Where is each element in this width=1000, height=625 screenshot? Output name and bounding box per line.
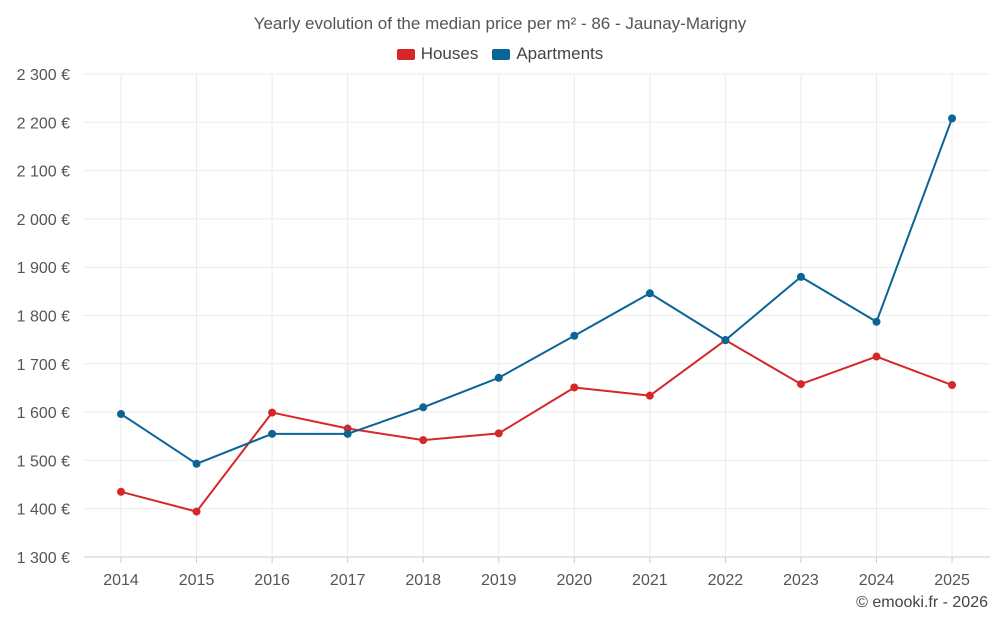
data-point-apartments: [721, 336, 730, 345]
data-point-apartments: [570, 331, 579, 340]
data-point-apartments: [268, 429, 277, 438]
x-tick-label: 2018: [405, 572, 441, 589]
x-tick-label: 2022: [708, 572, 744, 589]
x-tick-label: 2016: [254, 572, 290, 589]
legend-swatch-houses: [396, 48, 415, 60]
data-point-houses: [872, 352, 881, 361]
data-point-houses: [117, 487, 125, 496]
legend-item-houses[interactable]: Houses: [396, 44, 479, 64]
x-tick-label: 2023: [783, 572, 819, 589]
x-tick-label: 2015: [179, 572, 215, 589]
y-tick-label: 2 100 €: [17, 164, 70, 181]
data-point-apartments: [117, 410, 125, 419]
y-tick-label: 2 000 €: [17, 212, 70, 229]
data-point-apartments: [419, 403, 428, 412]
data-point-apartments: [872, 317, 881, 326]
series-line-apartments: [120, 118, 953, 465]
data-point-apartments: [343, 429, 352, 438]
data-point-apartments: [796, 272, 805, 281]
data-point-houses: [419, 436, 428, 445]
data-point-houses: [268, 408, 277, 417]
x-tick-label: 2024: [859, 572, 895, 589]
data-point-houses: [494, 429, 503, 438]
legend-label-apartments: Apartments: [516, 44, 604, 63]
legend-item-apartments[interactable]: Apartments: [492, 44, 603, 64]
data-point-houses: [645, 391, 654, 400]
data-point-apartments: [494, 373, 503, 382]
y-tick-label: 1 800 €: [17, 309, 70, 326]
y-tick-label: 1 700 €: [17, 357, 70, 374]
data-point-apartments: [948, 114, 957, 123]
y-tick-label: 1 900 €: [17, 260, 70, 277]
y-tick-label: 1 500 €: [17, 453, 70, 470]
y-tick-label: 1 600 €: [17, 405, 70, 422]
y-tick-label: 2 300 €: [17, 67, 70, 84]
data-point-apartments: [192, 459, 201, 468]
data-point-houses: [192, 507, 201, 516]
x-tick-label: 2021: [632, 572, 668, 589]
chart-title: Yearly evolution of the median price per…: [253, 14, 747, 33]
x-tick-label: 2017: [330, 572, 366, 589]
legend-label-houses: Houses: [420, 44, 479, 63]
y-tick-label: 1 400 €: [17, 502, 70, 519]
series-line-houses: [120, 339, 953, 513]
x-tick-label: 2020: [557, 572, 593, 589]
data-point-apartments: [645, 289, 654, 298]
credit-text: © emooki.fr - 2026: [856, 594, 988, 611]
x-tick-label: 2014: [103, 572, 139, 589]
y-tick-label: 1 300 €: [17, 550, 70, 567]
y-tick-label: 2 200 €: [17, 115, 70, 132]
data-point-houses: [570, 383, 579, 392]
legend-swatch-apartments: [492, 48, 511, 60]
x-tick-label: 2025: [934, 572, 970, 589]
x-tick-label: 2019: [481, 572, 517, 589]
legend: Houses Apartments: [0, 44, 1000, 64]
data-point-houses: [948, 381, 957, 390]
data-point-houses: [796, 380, 805, 389]
